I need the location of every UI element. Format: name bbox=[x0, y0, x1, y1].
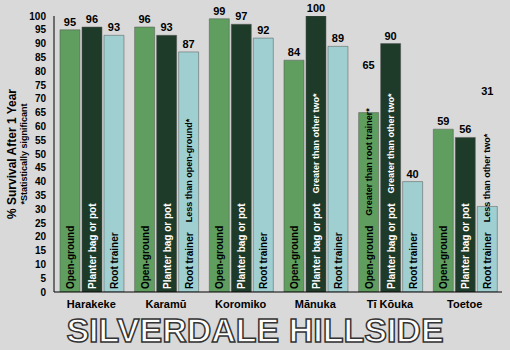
svg-text:Planter bag or potGreater than: Planter bag or potGreater than other two… bbox=[385, 93, 396, 289]
svg-text:55: 55 bbox=[35, 135, 47, 146]
svg-text:87: 87 bbox=[183, 38, 195, 50]
svg-text:65: 65 bbox=[35, 107, 47, 118]
svg-text:96: 96 bbox=[86, 13, 98, 25]
svg-text:Open-ground: Open-ground bbox=[139, 226, 150, 289]
svg-text:15: 15 bbox=[35, 245, 47, 256]
svg-text:Root trainerLess than other tw: Root trainerLess than other two* bbox=[482, 133, 493, 289]
svg-text:Karamū: Karamū bbox=[146, 298, 187, 310]
svg-text:Planter bag or pot: Planter bag or pot bbox=[86, 203, 97, 289]
svg-text:60: 60 bbox=[35, 121, 47, 132]
svg-text:20: 20 bbox=[35, 231, 47, 242]
svg-text:84: 84 bbox=[288, 46, 301, 58]
svg-text:70: 70 bbox=[35, 93, 47, 104]
svg-text:30: 30 bbox=[35, 204, 47, 215]
svg-text:Root trainer: Root trainer bbox=[407, 232, 418, 289]
svg-text:Toetoe: Toetoe bbox=[447, 298, 482, 310]
svg-text:80: 80 bbox=[35, 66, 47, 77]
svg-text:Planter bag or pot: Planter bag or pot bbox=[460, 203, 471, 289]
svg-text:40: 40 bbox=[35, 176, 47, 187]
svg-text:90: 90 bbox=[35, 38, 47, 49]
svg-text:Open-ground: Open-ground bbox=[64, 226, 75, 289]
svg-text:Open-ground: Open-ground bbox=[438, 226, 449, 289]
svg-text:92: 92 bbox=[257, 24, 269, 36]
svg-text:89: 89 bbox=[332, 32, 344, 44]
svg-text:% Survival After 1 Year: % Survival After 1 Year bbox=[5, 89, 19, 219]
svg-text:35: 35 bbox=[35, 190, 47, 201]
svg-text:25: 25 bbox=[35, 218, 47, 229]
svg-text:Root trainerLess than open-gro: Root trainerLess than open-ground* bbox=[183, 118, 194, 289]
svg-text:Open-ground: Open-ground bbox=[214, 226, 225, 289]
svg-text:Tī Kōuka: Tī Kōuka bbox=[367, 298, 414, 310]
svg-text:SILVERDALE HILLSIDE: SILVERDALE HILLSIDE bbox=[66, 311, 443, 349]
svg-text:93: 93 bbox=[161, 21, 173, 33]
svg-text:96: 96 bbox=[139, 13, 151, 25]
svg-text:Mānuka: Mānuka bbox=[295, 298, 337, 310]
svg-text:40: 40 bbox=[407, 168, 419, 180]
svg-text:56: 56 bbox=[459, 123, 471, 135]
svg-text:50: 50 bbox=[35, 149, 47, 160]
svg-text:Open-ground: Open-ground bbox=[288, 226, 299, 289]
svg-text:65: 65 bbox=[363, 59, 375, 71]
svg-text:Root trainer: Root trainer bbox=[258, 232, 269, 289]
svg-text:100: 100 bbox=[307, 2, 325, 14]
svg-text:59: 59 bbox=[437, 115, 449, 127]
svg-text:97: 97 bbox=[235, 10, 247, 22]
svg-text:95: 95 bbox=[35, 24, 47, 35]
svg-text:Open-groundGreater than root t: Open-groundGreater than root trainer* bbox=[363, 108, 374, 289]
svg-text:93: 93 bbox=[108, 21, 120, 33]
svg-text:Koromiko: Koromiko bbox=[215, 298, 267, 310]
svg-text:5: 5 bbox=[40, 273, 46, 284]
svg-text:Planter bag or pot: Planter bag or pot bbox=[161, 203, 172, 289]
svg-text:75: 75 bbox=[35, 80, 47, 91]
svg-text:Root trainer: Root trainer bbox=[332, 232, 343, 289]
svg-text:90: 90 bbox=[385, 30, 397, 42]
svg-text:45: 45 bbox=[35, 162, 47, 173]
svg-text:Harakeke: Harakeke bbox=[67, 298, 116, 310]
svg-text:100: 100 bbox=[29, 11, 46, 22]
svg-text:95: 95 bbox=[64, 16, 76, 28]
svg-text:Planter bag or potGreater than: Planter bag or potGreater than other two… bbox=[310, 93, 321, 289]
svg-text:10: 10 bbox=[35, 259, 47, 270]
svg-text:Root trainer: Root trainer bbox=[108, 232, 119, 289]
svg-text:99: 99 bbox=[213, 5, 225, 17]
svg-text:85: 85 bbox=[35, 52, 47, 63]
svg-text:0: 0 bbox=[40, 287, 46, 298]
svg-text:*Statistically significant: *Statistically significant bbox=[19, 103, 29, 204]
svg-text:Planter bag or pot: Planter bag or pot bbox=[236, 203, 247, 289]
svg-text:31: 31 bbox=[481, 85, 493, 97]
